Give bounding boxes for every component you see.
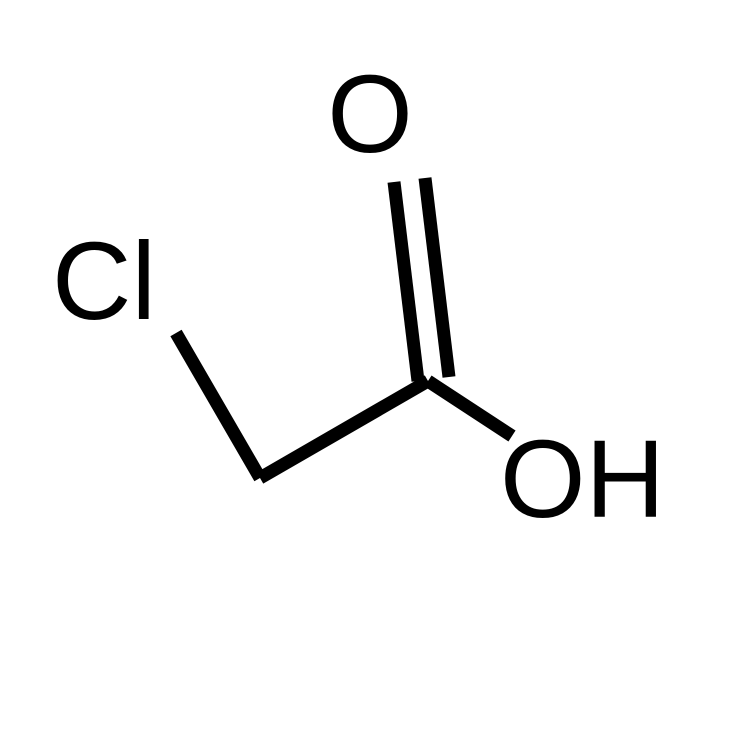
bond-b_c1_c2 <box>260 381 428 478</box>
bond-b_cl_c1 <box>176 333 260 478</box>
atom-label-o_double: O <box>327 60 413 170</box>
bond-b_c2_o_a <box>394 182 418 381</box>
molecule-diagram: Cl O OH <box>0 0 730 730</box>
atom-label-cl: Cl <box>52 227 156 337</box>
atom-label-oh: OH <box>500 425 665 535</box>
bond-b_c2_o_b <box>425 178 449 377</box>
